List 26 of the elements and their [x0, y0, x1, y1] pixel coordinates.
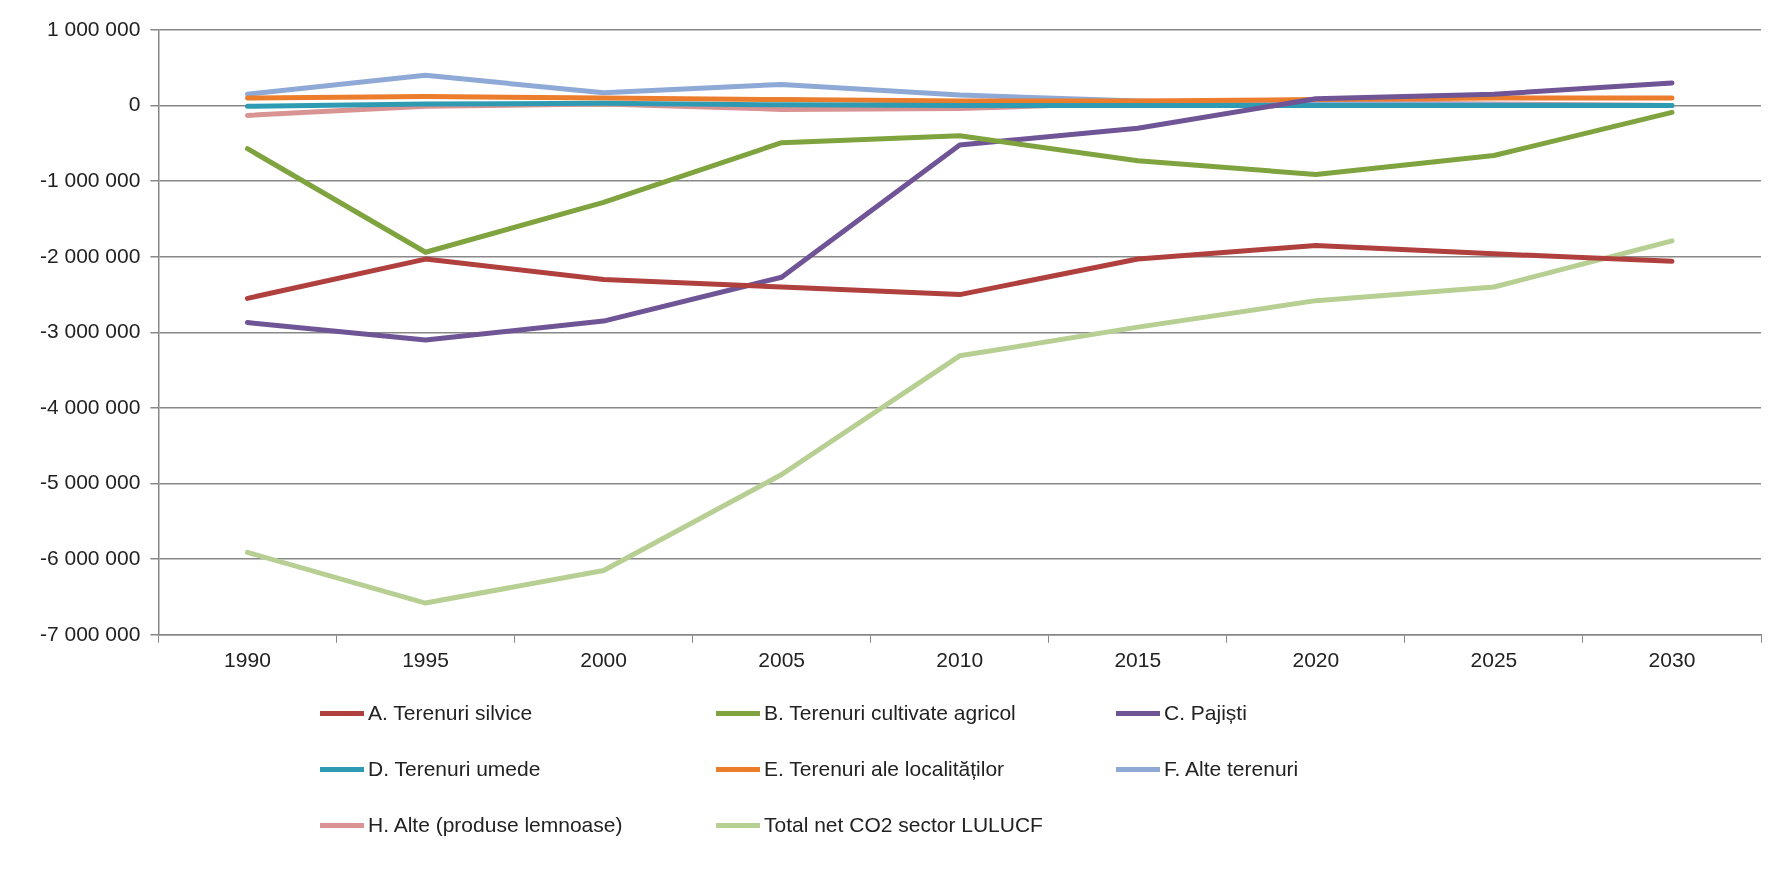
y-tick-label: -4 000 000: [39, 394, 141, 418]
legend-label: B. Terenuri cultivate agricol: [764, 701, 1016, 725]
legend-label: C. Pajiști: [1164, 701, 1247, 725]
y-tick-label: 0: [128, 92, 141, 116]
x-tick-label: 2030: [1648, 648, 1696, 672]
y-tick-label: -2 000 000: [39, 243, 141, 267]
y-tick-label: -6 000 000: [39, 546, 141, 569]
x-tick-label: 2020: [1292, 648, 1340, 672]
legend-label: H. Alte (produse lemnoase): [368, 813, 623, 837]
y-tick-label: -7 000 000: [39, 621, 141, 645]
legend-label: F. Alte terenuri: [1164, 757, 1299, 781]
x-tick-label: 2010: [936, 648, 984, 672]
legend-label: D. Terenuri umede: [368, 757, 541, 781]
y-tick-label: 1 000 000: [46, 16, 141, 40]
x-tick-label: 2025: [1470, 648, 1518, 672]
y-tick-label: -5 000 000: [39, 470, 141, 494]
x-tick-label: 2015: [1114, 648, 1162, 672]
x-tick-label: 1995: [402, 648, 449, 672]
x-tick-label: 2005: [758, 648, 805, 672]
x-tick-label: 1990: [224, 648, 271, 672]
y-tick-label: -3 000 000: [39, 319, 141, 343]
y-tick-label: -1 000 000: [39, 168, 141, 191]
legend-label: Total net CO2 sector LULUCF: [764, 813, 1043, 837]
legend-label: A. Terenuri silvice: [368, 701, 533, 725]
legend-label: E. Terenuri ale localităților: [764, 757, 1005, 781]
x-tick-label: 2000: [580, 648, 627, 672]
